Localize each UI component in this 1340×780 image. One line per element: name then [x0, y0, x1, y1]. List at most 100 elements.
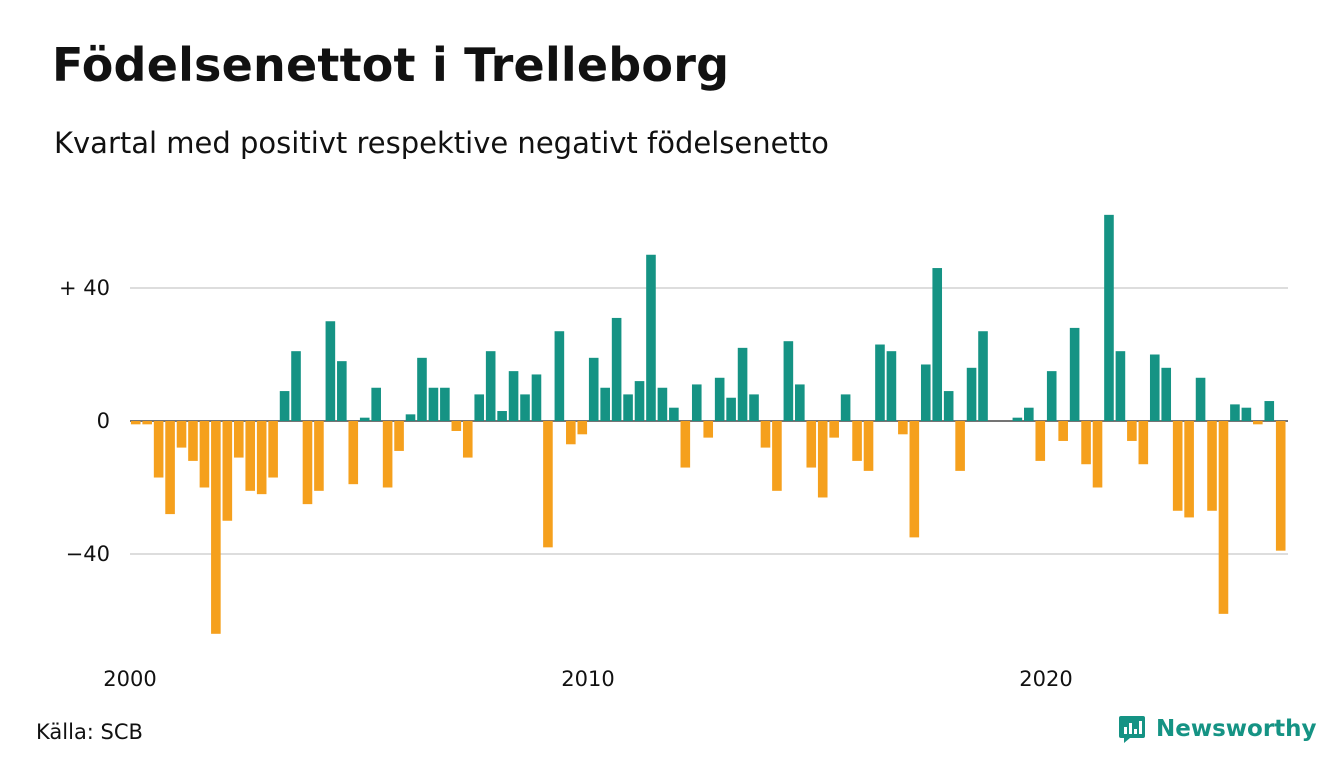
bar-negative	[1207, 421, 1217, 511]
bar-positive	[737, 347, 748, 421]
bar-positive	[428, 387, 439, 421]
y-axis-labels: + 40 0 −40	[59, 276, 110, 566]
bar-positive	[623, 394, 633, 421]
bar-positive	[1115, 351, 1126, 422]
bars	[130, 214, 1288, 634]
bar-negative	[142, 421, 152, 425]
grid-lines	[130, 287, 1288, 555]
bar-positive	[1161, 367, 1172, 421]
bar-positive	[508, 371, 519, 422]
bar-negative	[1184, 421, 1194, 518]
bar-negative	[245, 421, 256, 491]
bar-positive	[325, 321, 336, 421]
bar-positive	[783, 341, 794, 421]
bar-negative	[1035, 421, 1046, 461]
x-tick-label: 2000	[103, 667, 156, 691]
x-axis-labels: 2000 2010 2020	[103, 667, 1072, 691]
bar-negative	[543, 421, 553, 548]
bar-negative	[566, 421, 576, 445]
bar-negative	[176, 421, 187, 448]
bar-positive	[669, 407, 679, 421]
bar-negative	[314, 421, 324, 491]
bar-positive	[1104, 214, 1114, 421]
bar-negative	[153, 421, 164, 478]
bar-negative	[772, 421, 782, 491]
bar-positive	[978, 331, 988, 422]
y-tick-label: −40	[66, 542, 110, 566]
bar-positive	[1149, 354, 1160, 421]
bar-negative	[1138, 421, 1149, 465]
bar-negative	[348, 421, 359, 485]
bar-positive	[359, 417, 370, 422]
bar-positive	[657, 387, 668, 421]
bar-positive	[726, 397, 736, 422]
bar-positive	[1230, 404, 1240, 422]
bar-negative	[863, 421, 874, 471]
bar-negative	[1275, 421, 1286, 551]
bar-positive	[634, 381, 645, 421]
bar-negative	[165, 421, 175, 515]
bar-negative	[268, 421, 278, 478]
bar-negative	[256, 421, 267, 495]
x-tick-label: 2020	[1019, 667, 1072, 691]
bar-positive	[646, 254, 656, 421]
bar-positive	[554, 331, 565, 422]
bar-negative	[130, 421, 141, 425]
bar-negative	[1172, 421, 1183, 511]
bar-negative	[898, 421, 908, 435]
bar-negative	[451, 421, 462, 431]
bar-positive	[440, 387, 450, 421]
bar-negative	[199, 421, 210, 488]
bar-positive	[497, 411, 507, 421]
bar-negative	[1081, 421, 1091, 465]
bar-negative	[577, 421, 588, 435]
bar-positive	[1241, 407, 1252, 421]
brand-logo: Newsworthy	[1118, 714, 1317, 744]
bar-positive	[1264, 401, 1275, 421]
bar-positive	[714, 377, 725, 421]
bar-positive	[1024, 407, 1034, 421]
bar-positive	[279, 391, 290, 421]
bar-negative	[462, 421, 473, 458]
bar-positive	[600, 387, 610, 421]
bar-negative	[211, 421, 221, 634]
bar-negative	[703, 421, 714, 438]
bar-positive	[588, 357, 599, 421]
bar-positive	[405, 414, 416, 421]
bar-negative	[680, 421, 691, 468]
bar-positive	[485, 351, 496, 422]
bar-positive	[749, 394, 759, 421]
bar-negative	[852, 421, 862, 461]
bar-negative	[760, 421, 771, 448]
bar-positive	[691, 384, 702, 422]
bar-negative	[382, 421, 393, 488]
bar-negative	[188, 421, 198, 461]
bar-positive	[1195, 377, 1206, 421]
bar-positive	[1046, 371, 1057, 422]
brand-name: Newsworthy	[1156, 716, 1317, 742]
bar-positive	[371, 387, 381, 421]
bar-positive	[417, 357, 427, 421]
bar-positive	[474, 394, 485, 421]
bar-positive	[886, 351, 897, 422]
bar-negative	[829, 421, 839, 438]
bar-positive	[291, 351, 301, 422]
bar-positive	[1012, 417, 1023, 422]
bar-negative	[1058, 421, 1068, 441]
bar-positive	[795, 384, 805, 422]
bar-negative	[222, 421, 233, 521]
bar-positive	[531, 374, 542, 421]
bar-negative	[909, 421, 920, 538]
bar-negative	[1127, 421, 1137, 441]
x-tick-label: 2010	[561, 667, 614, 691]
bar-positive	[611, 317, 622, 422]
chart-title: Födelsenettot i Trelleborg	[52, 38, 730, 92]
bar-positive	[875, 344, 885, 421]
bar-negative	[955, 421, 965, 471]
bar-positive	[337, 361, 347, 421]
bar-positive	[840, 394, 851, 421]
bar-positive	[520, 394, 530, 421]
y-tick-label: 0	[97, 409, 110, 433]
bar-negative	[1253, 421, 1263, 425]
